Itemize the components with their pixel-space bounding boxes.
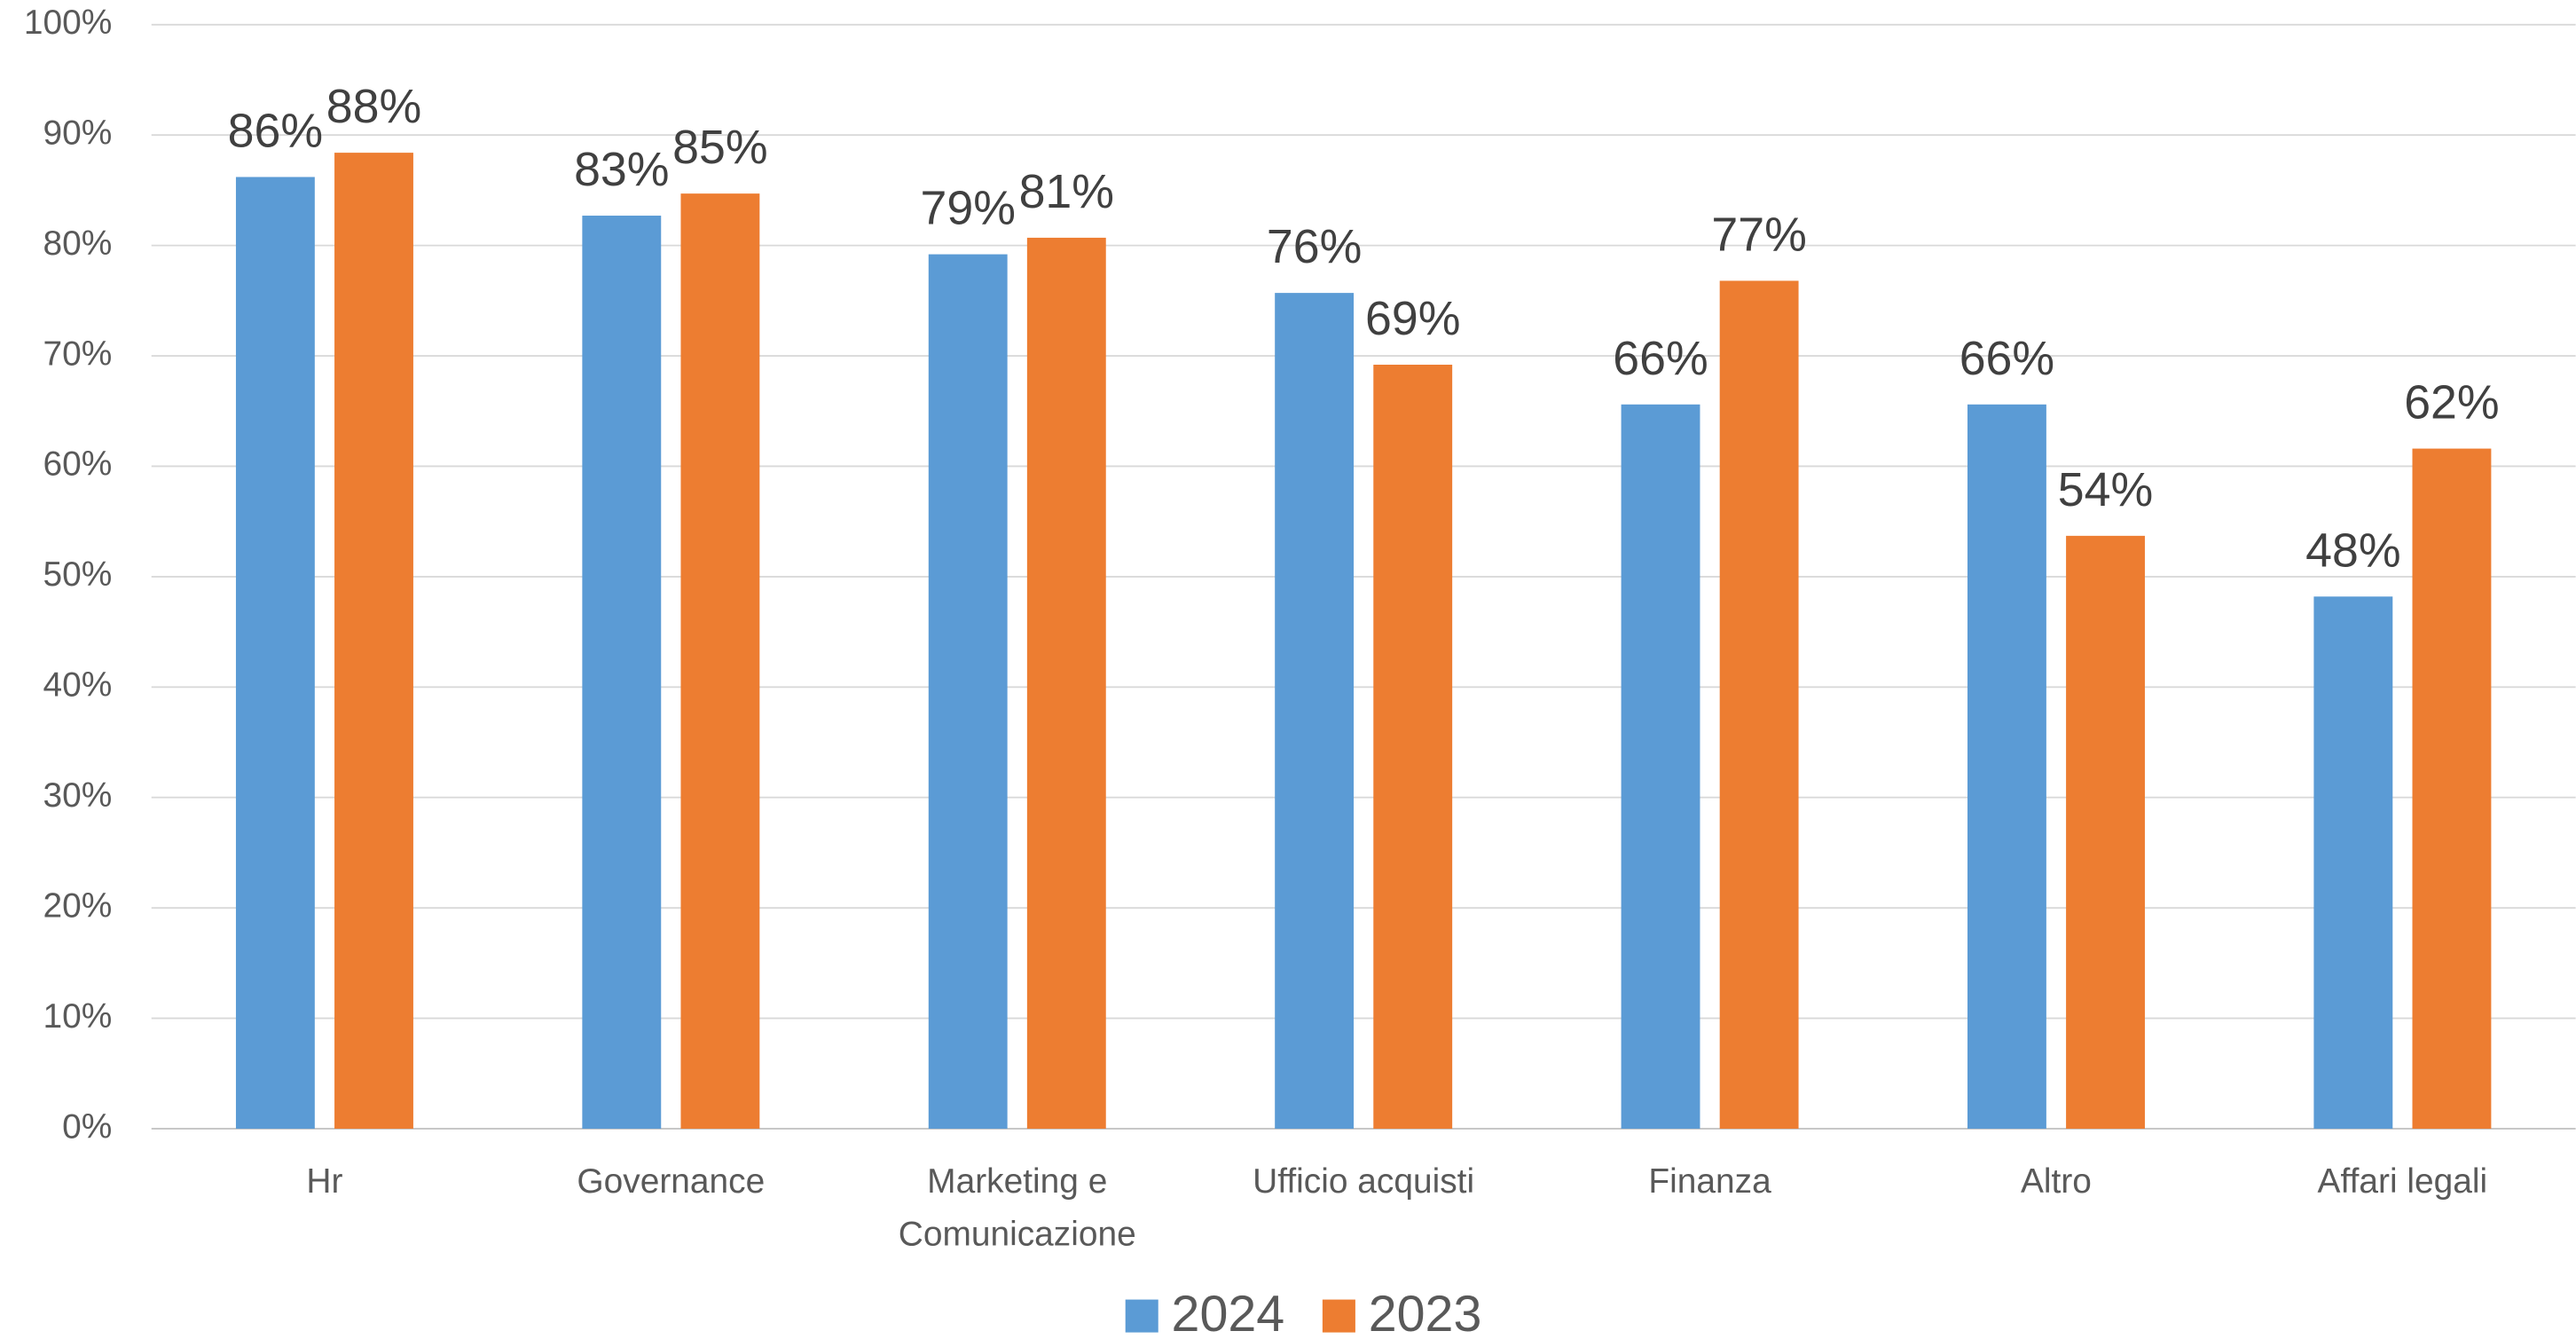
legend-label: 2024 (1172, 1286, 1285, 1339)
legend-label: 2023 (1369, 1286, 1482, 1339)
bar (1373, 364, 1453, 1130)
bar (1275, 293, 1355, 1130)
value-label: 86% (228, 105, 323, 158)
x-tick-label-box: Ufficio acquisti (1253, 1162, 1475, 1201)
y-tick-label: 10% (43, 997, 112, 1036)
y-tick-label: 90% (43, 114, 112, 152)
value-label: 88% (326, 80, 421, 133)
x-tick-label: Ufficio acquisti (1253, 1162, 1475, 1201)
bar (235, 177, 315, 1130)
y-tick-label: 0% (62, 1107, 112, 1146)
x-tick-label: Finanza (1648, 1162, 1771, 1201)
y-tick-label: 30% (43, 776, 112, 815)
value-label: 79% (920, 182, 1015, 235)
bar (2412, 448, 2492, 1130)
value-label: 76% (1267, 220, 1362, 273)
y-tick-label: 40% (43, 666, 112, 705)
x-tick-label-box: Altro (2020, 1162, 2092, 1201)
legend-swatch (1125, 1299, 1158, 1333)
x-tick-label: Altro (2020, 1162, 2092, 1201)
x-tick-label-box: Marketing e Comunicazione (898, 1162, 1136, 1254)
value-label: 77% (1711, 208, 1806, 261)
x-tick-label: Affari legali (2317, 1162, 2488, 1201)
x-tick-label: Hr (306, 1162, 343, 1201)
bar (1026, 237, 1106, 1130)
y-tick-label: 70% (43, 335, 112, 373)
bar (2066, 535, 2145, 1130)
bar (1719, 280, 1799, 1130)
y-tick-label: 20% (43, 886, 112, 925)
x-tick-label-box: Finanza (1648, 1162, 1771, 1201)
value-label: 85% (672, 121, 767, 174)
x-tick-label-box: Affari legali (2317, 1162, 2488, 1201)
x-tick-label: Marketing e Comunicazione (898, 1162, 1136, 1254)
bar (582, 216, 662, 1130)
y-tick-label: 50% (43, 555, 112, 594)
y-tick-label: 80% (43, 224, 112, 263)
x-tick-label: Governance (577, 1162, 766, 1201)
x-tick-label-box: Hr (306, 1162, 343, 1201)
bar (334, 153, 413, 1130)
value-label: 54% (2058, 463, 2153, 516)
y-tick-label: 60% (43, 445, 112, 484)
value-label: 83% (574, 143, 669, 196)
value-label: 66% (1613, 332, 1708, 385)
value-label: 81% (1019, 165, 1114, 218)
bar (680, 193, 760, 1130)
value-label: 62% (2404, 376, 2499, 429)
bar (2313, 596, 2393, 1130)
bar (1621, 404, 1700, 1130)
bar (928, 254, 1008, 1130)
x-tick-label-box: Governance (577, 1162, 766, 1201)
bar (1967, 404, 2046, 1130)
legend-swatch (1322, 1299, 1355, 1333)
value-label: 48% (2305, 524, 2400, 577)
value-label: 69% (1365, 292, 1460, 345)
value-label: 66% (1959, 332, 2054, 385)
y-tick-label: 100% (24, 4, 112, 42)
